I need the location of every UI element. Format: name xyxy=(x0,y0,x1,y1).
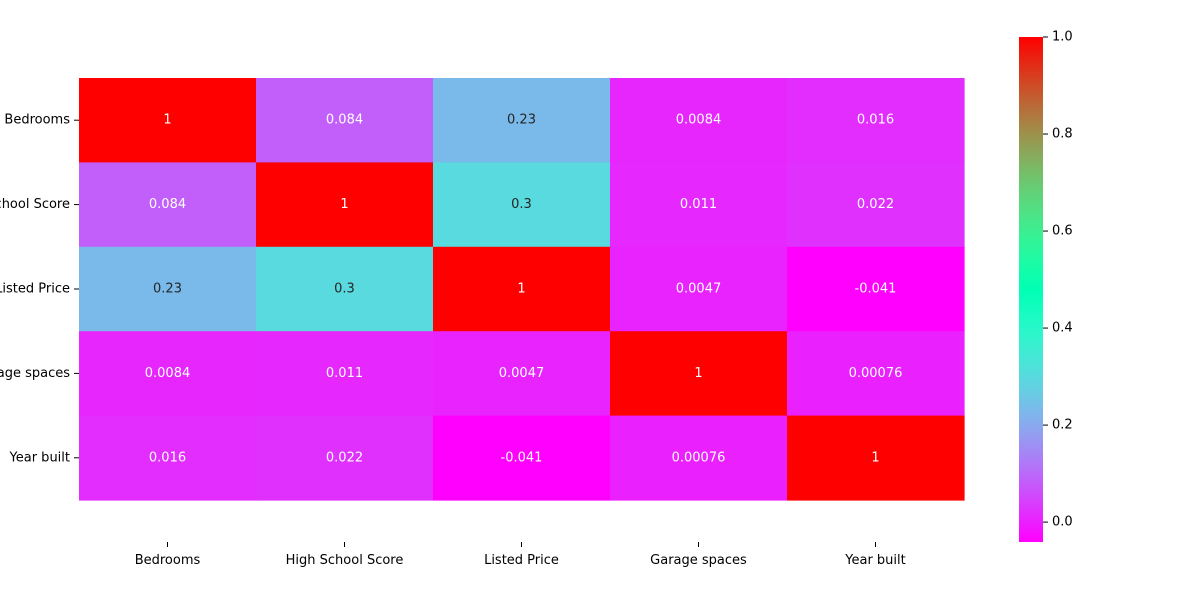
colorbar-gradient xyxy=(1019,37,1043,542)
heatmap-cell-0-2 xyxy=(433,78,611,163)
heatmap-cell-4-0 xyxy=(79,415,257,501)
heatmap-cell-1-0 xyxy=(79,162,257,248)
heatmap-cell-4-3 xyxy=(610,415,788,501)
cell-label-4-3: 0.00076 xyxy=(672,450,726,465)
colorbar-tick-label-5: 1.0 xyxy=(1052,30,1073,45)
y-tick-label-3: Garage spaces xyxy=(0,366,70,381)
heatmap-cell-3-2 xyxy=(433,331,611,417)
colorbar: 0.0 0.2 0.4 0.6 0.8 1.0 xyxy=(1019,30,1073,542)
y-tick-label-2: Listed Price xyxy=(0,282,70,297)
x-axis: Bedrooms High School Score Listed Price Gar… xyxy=(135,542,906,568)
heatmap-cell-0-4 xyxy=(787,78,965,163)
heatmap-cell-1-3 xyxy=(610,162,788,248)
heatmap-cell-0-3 xyxy=(610,78,788,163)
cell-label-2-2: 1 xyxy=(517,282,525,297)
colorbar-tick-label-1: 0.2 xyxy=(1052,418,1073,433)
cell-label-2-0: 0.23 xyxy=(153,282,182,297)
y-axis: Bedrooms High School Score Listed Price Gar… xyxy=(0,113,79,465)
heatmap-cell-2-3 xyxy=(610,246,788,332)
cell-label-3-4: 0.00076 xyxy=(849,366,903,381)
heatmap-cell-2-2 xyxy=(433,246,611,332)
cell-label-0-1: 0.084 xyxy=(326,113,363,128)
cell-label-1-4: 0.022 xyxy=(857,197,894,212)
x-tick-label-4: Year built xyxy=(844,553,905,568)
cell-label-2-4: -0.041 xyxy=(855,282,897,297)
cell-label-1-3: 0.011 xyxy=(680,197,717,212)
cell-label-1-0: 0.084 xyxy=(149,197,186,212)
x-tick-label-1: High School Score xyxy=(286,553,404,568)
heatmap-cell-4-1 xyxy=(256,415,434,501)
cell-label-0-0: 1 xyxy=(163,113,171,128)
cell-label-3-3: 1 xyxy=(694,366,702,381)
cell-label-0-3: 0.0084 xyxy=(676,113,722,128)
colorbar-ticks: 0.0 0.2 0.4 0.6 0.8 1.0 xyxy=(1043,30,1073,530)
cell-label-1-2: 0.3 xyxy=(511,197,532,212)
x-tick-label-0: Bedrooms xyxy=(135,553,201,568)
y-tick-label-0: Bedrooms xyxy=(4,113,70,128)
cell-label-1-1: 1 xyxy=(340,197,348,212)
heatmap-cells xyxy=(79,78,965,501)
colorbar-tick-label-3: 0.6 xyxy=(1052,224,1073,239)
heatmap-cell-2-1 xyxy=(256,246,434,332)
cell-label-4-1: 0.022 xyxy=(326,450,363,465)
heatmap-cell-1-4 xyxy=(787,162,965,248)
heatmap-cell-2-4 xyxy=(787,246,965,332)
x-tick-label-3: Garage spaces xyxy=(650,553,747,568)
heatmap-cell-3-1 xyxy=(256,331,434,417)
cell-label-4-0: 0.016 xyxy=(149,450,186,465)
heatmap-cell-3-4 xyxy=(787,331,965,417)
cell-label-4-2: -0.041 xyxy=(501,450,543,465)
cell-label-3-1: 0.011 xyxy=(326,366,363,381)
cell-label-0-2: 0.23 xyxy=(507,113,536,128)
cell-label-2-1: 0.3 xyxy=(334,282,355,297)
colorbar-tick-label-4: 0.8 xyxy=(1052,127,1073,142)
cell-label-0-4: 0.016 xyxy=(857,113,894,128)
heatmap-cell-4-4 xyxy=(787,415,965,501)
heatmap-cell-3-3 xyxy=(610,331,788,417)
heatmap-cell-3-0 xyxy=(79,331,257,417)
heatmap-cell-0-0 xyxy=(79,78,257,163)
cell-label-3-2: 0.0047 xyxy=(499,366,545,381)
colorbar-tick-label-0: 0.0 xyxy=(1052,515,1073,530)
cell-label-3-0: 0.0084 xyxy=(145,366,191,381)
heatmap-cell-0-1 xyxy=(256,78,434,163)
y-tick-label-1: High School Score xyxy=(0,197,70,212)
heatmap-cell-2-0 xyxy=(79,246,257,332)
cell-label-2-3: 0.0047 xyxy=(676,282,722,297)
heatmap-cell-1-1 xyxy=(256,162,434,248)
heatmap-cell-labels: 1 0.084 0.23 0.0084 0.016 0.084 1 0.3 0.011 0.022… xyxy=(145,113,903,466)
heatmap-cell-4-2 xyxy=(433,415,611,501)
x-tick-label-2: Listed Price xyxy=(484,553,559,568)
y-tick-label-4: Year built xyxy=(9,450,70,465)
cell-label-4-4: 1 xyxy=(871,450,879,465)
heatmap-cell-1-2 xyxy=(433,162,611,248)
colorbar-tick-label-2: 0.4 xyxy=(1052,321,1073,336)
